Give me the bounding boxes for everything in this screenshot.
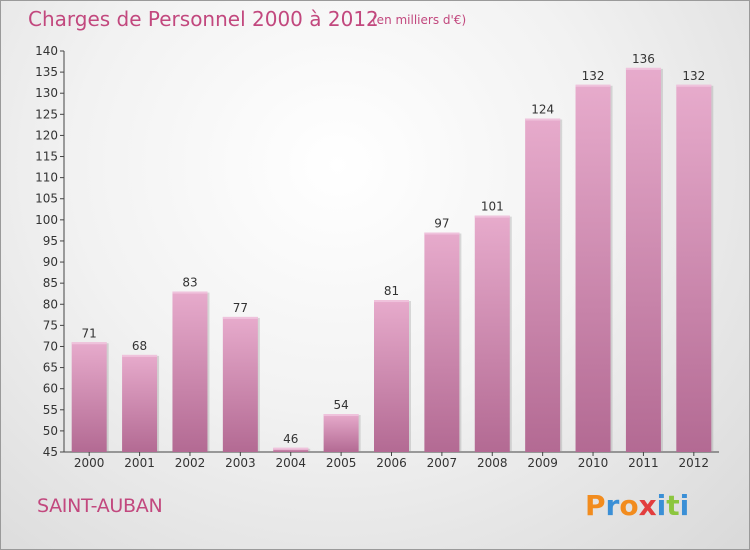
- logo-letter: i: [656, 489, 667, 522]
- bar: [222, 316, 258, 452]
- y-tick-label: 125: [35, 107, 58, 121]
- logo-letter: t: [666, 489, 680, 522]
- x-tick-label: 2008: [477, 456, 508, 470]
- y-tick-label: 85: [43, 276, 58, 290]
- y-tick-label: 70: [43, 339, 58, 353]
- y-tick-label: 90: [43, 255, 58, 269]
- x-axis: 2000 2001 2002 2003 2004 2005 2006 2007 2008 2009…: [64, 451, 719, 470]
- y-tick-label: 100: [35, 213, 58, 227]
- bar-value-label: 81: [384, 284, 399, 298]
- bar: [424, 232, 460, 452]
- bar-value-label: 132: [682, 69, 705, 83]
- x-tick-label: 2003: [225, 456, 256, 470]
- bar-top-highlight: [424, 232, 460, 235]
- logo-letter: i: [679, 489, 690, 522]
- bar-top-highlight: [474, 215, 510, 218]
- bar-value-label: 136: [632, 52, 655, 66]
- y-tick-label: 110: [35, 171, 58, 185]
- bar-top-highlight: [122, 354, 158, 357]
- bars: 71 68 83 77 46 54 81 97 101 124 132 136 132: [71, 52, 714, 453]
- bar-value-label: 77: [233, 301, 248, 315]
- y-tick-label: 140: [35, 44, 58, 58]
- logo-letter: r: [605, 489, 620, 522]
- logo-letter: P: [585, 489, 606, 522]
- x-tick-label: 2005: [326, 456, 357, 470]
- bar-top-highlight: [525, 118, 561, 121]
- bar: [374, 300, 409, 452]
- bar: [575, 84, 611, 452]
- y-axis: 45 50 55 60 65 70 75 80 85 90 95 100 105 110 115 120 125…: [35, 44, 65, 459]
- bar-value-label: 97: [434, 217, 449, 231]
- y-tick-label: 115: [35, 150, 58, 164]
- bar-value-label: 83: [182, 276, 197, 290]
- bar-top-highlight: [374, 300, 409, 303]
- bar-value-label: 124: [531, 103, 554, 117]
- y-tick-label: 135: [35, 65, 58, 79]
- bar-value-label: 46: [283, 432, 298, 446]
- y-tick-label: 45: [43, 445, 58, 459]
- x-tick-label: 2000: [74, 456, 105, 470]
- chart-subtitle: (en milliers d'€): [372, 13, 467, 27]
- bar-top-highlight: [575, 84, 611, 87]
- x-tick-label: 2011: [628, 456, 659, 470]
- y-tick-label: 105: [35, 192, 58, 206]
- bar: [323, 414, 359, 452]
- bar: [625, 67, 661, 452]
- y-tick-label: 50: [43, 424, 58, 438]
- bar-top-highlight: [676, 84, 712, 87]
- x-tick-label: 2007: [427, 456, 458, 470]
- bar-value-label: 54: [333, 398, 348, 412]
- bar-value-label: 132: [582, 69, 605, 83]
- commune-name: SAINT-AUBAN: [37, 495, 163, 517]
- bar-top-highlight: [323, 414, 359, 417]
- logo-letter: o: [619, 489, 639, 522]
- y-tick-label: 65: [43, 361, 58, 375]
- bar: [676, 84, 712, 452]
- bar-top-highlight: [172, 291, 208, 294]
- x-tick-label: 2002: [175, 456, 206, 470]
- y-tick-label: 95: [43, 234, 58, 248]
- y-tick-label: 55: [43, 403, 58, 417]
- bar-value-label: 68: [132, 339, 147, 353]
- x-tick-label: 2006: [376, 456, 407, 470]
- y-tick-label: 80: [43, 297, 58, 311]
- bar-top-highlight: [71, 342, 107, 345]
- y-tick-label: 75: [43, 318, 58, 332]
- chart-title: Charges de Personnel 2000 à 2012: [28, 7, 379, 31]
- x-tick-label: 2004: [275, 456, 306, 470]
- bar: [122, 354, 158, 452]
- bar-top-highlight: [625, 67, 661, 70]
- x-tick-label: 2009: [527, 456, 558, 470]
- x-tick-label: 2010: [578, 456, 609, 470]
- bar-value-label: 71: [82, 326, 97, 340]
- y-tick-label: 120: [35, 128, 58, 142]
- y-tick-label: 130: [35, 86, 58, 100]
- bar: [273, 447, 309, 452]
- bar: [71, 342, 107, 452]
- bar: [525, 118, 561, 453]
- logo-letter: x: [638, 489, 657, 522]
- bar-value-label: 101: [481, 200, 504, 214]
- bar: [474, 215, 510, 452]
- bar: [172, 291, 208, 452]
- bar-top-highlight: [273, 447, 309, 450]
- bar-top-highlight: [222, 316, 258, 319]
- y-tick-label: 60: [43, 382, 58, 396]
- x-tick-label: 2001: [124, 456, 155, 470]
- x-tick-label: 2012: [679, 456, 710, 470]
- proxiti-logo: Proxiti: [585, 489, 689, 522]
